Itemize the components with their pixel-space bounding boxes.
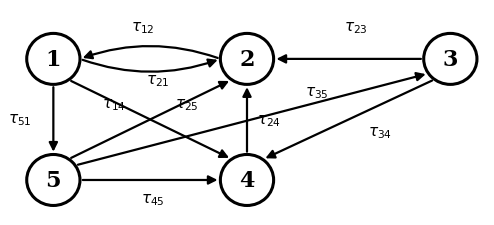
Ellipse shape: [27, 155, 80, 206]
Text: 1: 1: [45, 49, 61, 71]
Ellipse shape: [220, 34, 274, 85]
Text: 4: 4: [239, 169, 255, 191]
Text: $\tau_{45}$: $\tau_{45}$: [141, 191, 165, 207]
Text: $\tau_{12}$: $\tau_{12}$: [131, 20, 155, 36]
Text: 3: 3: [443, 49, 458, 71]
Ellipse shape: [27, 34, 80, 85]
Text: 5: 5: [45, 169, 61, 191]
Text: $\tau_{21}$: $\tau_{21}$: [146, 73, 169, 89]
Ellipse shape: [220, 155, 274, 206]
Text: $\tau_{35}$: $\tau_{35}$: [305, 85, 329, 100]
Text: $\tau_{34}$: $\tau_{34}$: [368, 125, 392, 140]
Text: $\tau_{23}$: $\tau_{23}$: [344, 20, 368, 36]
Text: $\tau_{51}$: $\tau_{51}$: [7, 112, 31, 128]
Text: 2: 2: [239, 49, 255, 71]
Text: $\tau_{24}$: $\tau_{24}$: [257, 113, 281, 129]
Text: $\tau_{14}$: $\tau_{14}$: [102, 97, 126, 113]
Ellipse shape: [424, 34, 477, 85]
Text: $\tau_{25}$: $\tau_{25}$: [174, 97, 199, 113]
